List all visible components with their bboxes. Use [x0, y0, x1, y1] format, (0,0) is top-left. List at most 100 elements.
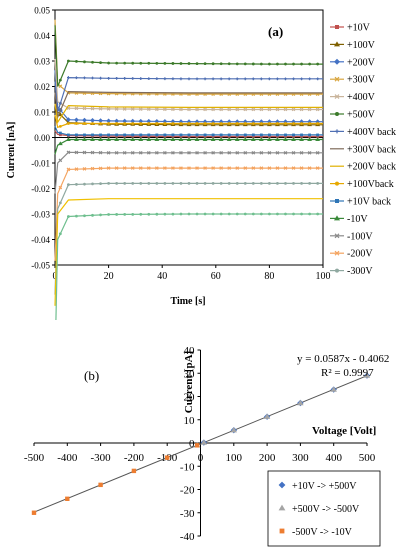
data-point	[300, 77, 303, 81]
data-point	[195, 122, 199, 125]
legend-label: +10V back	[347, 197, 391, 208]
chart-a-axes: 0.05 0.04 0.03 0.02 0.01 0.00 -0.01 -0.02 -0.03 -…	[31, 6, 330, 283]
data-point	[292, 62, 295, 66]
legend-marker	[334, 94, 340, 100]
series-line	[54, 182, 323, 295]
data-point	[227, 150, 232, 155]
data-point	[227, 122, 231, 125]
data-point	[171, 135, 175, 138]
data-point	[123, 133, 127, 137]
data-point	[171, 150, 175, 155]
data-point	[235, 212, 239, 216]
data-point	[179, 133, 183, 137]
data-point	[187, 166, 191, 170]
data-point	[251, 166, 256, 170]
data-point	[299, 137, 304, 141]
data-point	[130, 107, 135, 111]
data-point	[299, 107, 304, 112]
data-point	[307, 150, 312, 155]
data-point	[243, 107, 248, 112]
x-tick-label: -500	[24, 452, 45, 464]
series-line	[54, 81, 323, 126]
data-point	[58, 158, 63, 163]
data-point	[211, 133, 215, 137]
legend-box	[267, 470, 381, 547]
data-point	[195, 135, 199, 138]
data-point	[284, 135, 287, 138]
data-point	[194, 137, 200, 141]
x-tick-label: -200	[124, 452, 145, 464]
trendline	[33, 375, 368, 513]
data-point	[202, 137, 208, 141]
data-point	[300, 135, 303, 138]
data-point	[259, 77, 263, 81]
data-point	[91, 213, 94, 217]
data-point	[292, 212, 295, 216]
data-point	[139, 122, 143, 125]
data-point	[283, 166, 288, 170]
data-point	[211, 107, 215, 112]
data-point	[316, 122, 320, 125]
data-point	[155, 134, 159, 138]
data-point	[58, 101, 62, 105]
data-point	[107, 133, 110, 137]
data-point	[219, 107, 223, 112]
data-point	[98, 482, 103, 488]
data-point	[283, 107, 288, 112]
data-point	[275, 119, 280, 125]
data-point	[292, 182, 295, 185]
data-point	[147, 122, 151, 125]
data-point	[163, 166, 167, 170]
data-point	[316, 133, 320, 137]
legend-marker	[278, 504, 286, 511]
series	[54, 90, 323, 120]
data-point	[122, 166, 127, 170]
data-point	[131, 77, 135, 80]
data-point	[267, 107, 272, 112]
y-tick-label: 0.04	[34, 31, 50, 41]
data-point	[235, 150, 240, 155]
data-point	[291, 137, 296, 141]
series-line	[54, 151, 323, 194]
data-point	[171, 133, 175, 137]
data-point	[219, 150, 223, 155]
data-point	[106, 166, 111, 170]
data-point	[187, 122, 191, 125]
legend-label: +500V	[347, 110, 376, 121]
data-point	[99, 133, 102, 137]
data-point	[259, 150, 264, 155]
data-point	[91, 122, 94, 125]
data-point	[251, 77, 255, 81]
x-tick-label: 400	[325, 452, 342, 464]
data-point	[308, 212, 311, 216]
data-point	[283, 137, 288, 141]
data-point	[284, 77, 287, 81]
data-point	[66, 150, 71, 155]
data-point	[251, 212, 255, 216]
chart-b-r-squared: R² = 0.9997	[321, 367, 374, 379]
y-tick-label: 0.03	[34, 57, 50, 67]
legend-marker	[335, 112, 339, 116]
data-point	[99, 213, 102, 217]
series	[54, 182, 323, 295]
data-point	[203, 62, 207, 66]
data-point	[138, 150, 143, 155]
y-tick-label: 40	[184, 345, 196, 357]
data-point	[235, 133, 239, 137]
y-tick-label: -0.01	[31, 159, 50, 169]
data-point	[154, 137, 160, 141]
data-point	[179, 182, 183, 185]
data-point	[227, 62, 231, 66]
data-point	[179, 62, 183, 65]
data-point	[259, 122, 263, 125]
data-point	[203, 77, 207, 81]
data-point	[276, 182, 279, 185]
data-point	[315, 150, 320, 155]
data-point	[187, 62, 191, 65]
data-point	[219, 212, 223, 216]
y-tick-label: -0.04	[31, 235, 50, 245]
data-point	[243, 133, 247, 137]
data-point	[115, 213, 119, 216]
data-point	[115, 122, 119, 125]
data-point	[179, 107, 183, 112]
